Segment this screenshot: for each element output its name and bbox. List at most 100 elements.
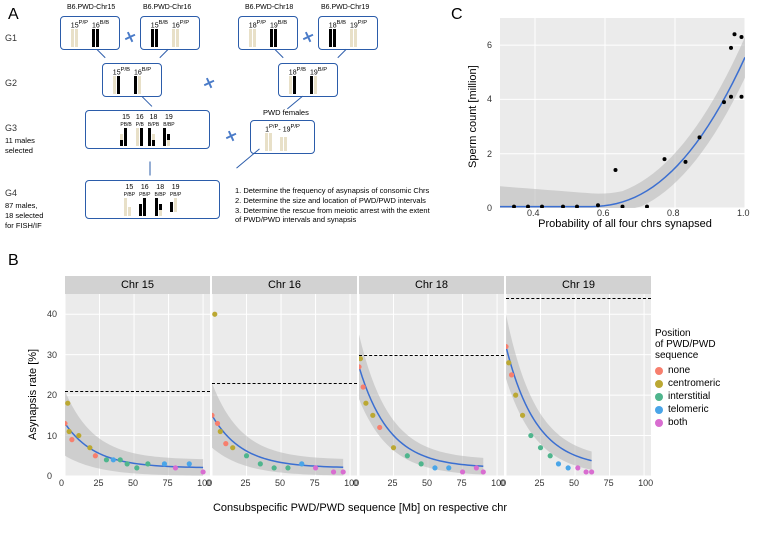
g2s0: P/B <box>121 67 130 73</box>
gen-g2: G2 <box>5 78 17 88</box>
c-xtick: 1.0 <box>737 208 750 218</box>
g1s5: B/B <box>278 20 287 26</box>
b-xtick: 50 <box>569 478 579 488</box>
b-xtick: 25 <box>94 478 104 488</box>
conn <box>96 49 105 58</box>
strain2: B6.PWD-Chr16 <box>143 4 191 11</box>
facet-plot: 0255075100 <box>506 294 651 476</box>
c-xlabel: Probability of all four chrs synapsed <box>510 218 740 230</box>
b-xtick: 75 <box>457 478 467 488</box>
dash-line <box>65 391 210 392</box>
strain1: B6.PWD-Chr15 <box>67 4 115 11</box>
b-ylabel: Asynapsis rate [%] <box>27 349 39 440</box>
note3: 3. Determine the rescue from meiotic arr… <box>235 206 445 216</box>
dash-line <box>506 298 651 299</box>
facet: Chr 190255075100 <box>506 276 651 476</box>
g3-note1: 11 males <box>5 136 35 145</box>
gen-g1: G1 <box>5 33 17 43</box>
panel-label-b: B <box>8 252 19 270</box>
conn <box>236 148 260 168</box>
b-xtick: 25 <box>241 478 251 488</box>
g1-box2: 15B/B 16P/P <box>140 16 200 50</box>
g2l1: 16 <box>134 69 142 76</box>
g1l7: 19 <box>350 22 358 29</box>
conn <box>159 49 168 58</box>
cross1: ✕ <box>121 28 138 48</box>
g1s4: P/P <box>257 20 266 26</box>
legend-dot <box>655 367 663 375</box>
g2-box1: 15P/B 16B/P <box>102 63 162 97</box>
g1l0: 15 <box>71 22 79 29</box>
facet: Chr 160255075100 <box>212 276 357 476</box>
g2s3: B/P <box>318 67 327 73</box>
g2l0: 15 <box>113 69 121 76</box>
gps1: P/P <box>290 124 299 130</box>
chart-c-svg <box>500 18 745 208</box>
g4l0: 15 <box>125 184 133 191</box>
g1l6: 18 <box>329 22 337 29</box>
conn <box>142 96 153 107</box>
dash-line <box>359 355 504 356</box>
g1s3: P/P <box>180 20 189 26</box>
legend-item: both <box>655 417 720 428</box>
strain3: B6.PWD-Chr18 <box>245 4 293 11</box>
gen-g3: G3 <box>5 123 17 133</box>
legend-item: interstitial <box>655 391 720 402</box>
note4: of PWD/PWD intervals and synapsis <box>235 215 445 225</box>
cross3: ✕ <box>200 74 217 94</box>
legend-title: Position of PWD/PWD sequence <box>655 328 720 361</box>
b-ytick: 40 <box>47 309 57 319</box>
b-ytick: 20 <box>47 390 57 400</box>
g1l2: 15 <box>151 22 159 29</box>
c-xtick: 0.8 <box>667 208 680 218</box>
b-xlabel: Consubspecific PWD/PWD sequence [Mb] on … <box>70 502 650 514</box>
legend-dot <box>655 419 663 427</box>
facet: Chr 180255075100 <box>359 276 504 476</box>
facet: Chr 150255075100 <box>65 276 210 476</box>
panel-label-a: A <box>8 6 19 24</box>
b-xtick: 0 <box>353 478 358 488</box>
c-xtick: 0.4 <box>527 208 540 218</box>
note1: 1. Determine the frequency of asynapsis … <box>235 186 445 196</box>
legend-label: both <box>668 417 687 428</box>
b-xtick: 100 <box>638 478 653 488</box>
g1s0: P/P <box>79 20 88 26</box>
b-xtick: 75 <box>604 478 614 488</box>
g3-box: 15PB/B 16P/B 18B/PB 19B/BP <box>85 110 210 149</box>
legend-item: none <box>655 365 720 376</box>
cross2: ✕ <box>299 28 316 48</box>
dash-line <box>212 383 357 384</box>
g1s1: B/B <box>100 20 109 26</box>
g2-box2: 18P/B 19B/P <box>278 63 338 97</box>
legend-item: centromeric <box>655 378 720 389</box>
legend-label: centromeric <box>668 378 720 389</box>
b-xtick: 75 <box>163 478 173 488</box>
b-xtick: 75 <box>310 478 320 488</box>
c-ylabel: Sperm count [million] <box>467 65 479 168</box>
b-xtick: 50 <box>128 478 138 488</box>
facet-strip: Chr 15 <box>65 276 210 294</box>
cross4: ✕ <box>222 127 239 147</box>
g1s7: P/P <box>358 20 367 26</box>
notes: 1. Determine the frequency of asynapsis … <box>235 186 445 225</box>
c-xtick: 0.6 <box>597 208 610 218</box>
b-xtick: 50 <box>275 478 285 488</box>
c-ytick: 0 <box>487 203 492 213</box>
g4-note2: 18 selected <box>5 211 43 220</box>
facet-strip: Chr 19 <box>506 276 651 294</box>
note2: 2. Determine the size and location of PW… <box>235 196 445 206</box>
facet-plot: 0255075100 <box>65 294 210 476</box>
g1l1: 16 <box>92 22 100 29</box>
facet-strip: Chr 16 <box>212 276 357 294</box>
g4l3: 19 <box>172 184 180 191</box>
legend-dot <box>655 380 663 388</box>
b-ytick: 0 <box>47 471 52 481</box>
gps0: P/P <box>269 124 278 130</box>
g2s2: P/B <box>297 67 306 73</box>
legend-label: telomeric <box>668 404 709 415</box>
facet-strip: Chr 18 <box>359 276 504 294</box>
facet-plot: 0255075100 <box>359 294 504 476</box>
g1-box3: 18P/P 19B/B <box>238 16 298 50</box>
legend: Position of PWD/PWD sequence none centrom… <box>655 328 720 430</box>
g3l2: 18 <box>150 114 158 121</box>
